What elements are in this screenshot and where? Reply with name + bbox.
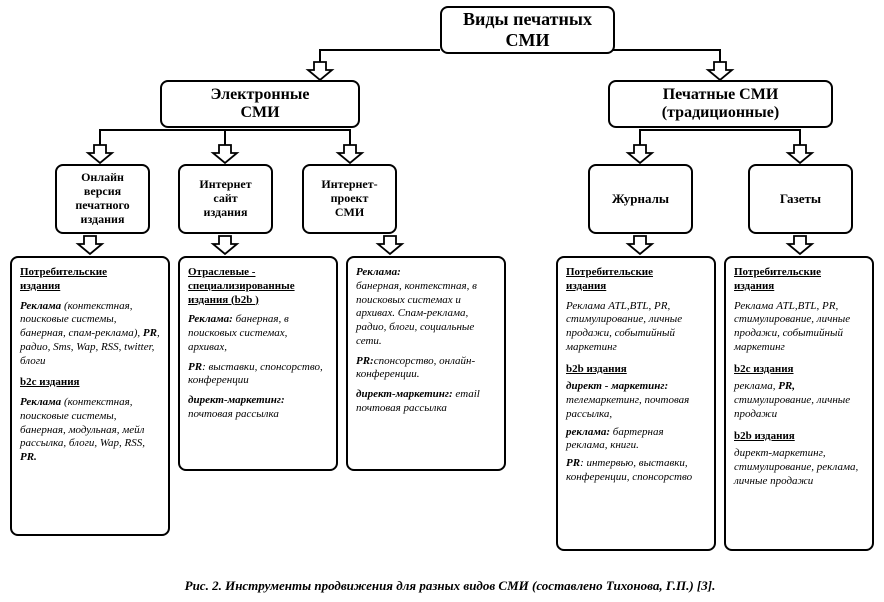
detail-b2b-specialized: Отраслевые - специализированные издания … — [178, 256, 338, 471]
leaf-journals: Журналы — [588, 164, 693, 234]
root-line2: СМИ — [448, 30, 607, 51]
branch-electronic: Электронные СМИ — [160, 80, 360, 128]
leaf-internet-site: Интернет сайт издания — [178, 164, 273, 234]
detail-journals: Потребительскиеиздания Реклама ATL,BTL, … — [556, 256, 716, 551]
leaf-internet-project: Интернет- проект СМИ — [302, 164, 397, 234]
figure-caption: Рис. 2. Инструменты продвижения для разн… — [100, 578, 800, 594]
detail-newspapers: Потребительскиеиздания Реклама ATL,BTL, … — [724, 256, 874, 551]
detail-consumer-b2c: Потребительскиеиздания Реклама (контекст… — [10, 256, 170, 536]
detail-internet-project: Реклама: банерная, контекстная, в поиско… — [346, 256, 506, 471]
root-line1: Виды печатных — [448, 9, 607, 30]
leaf-newspapers: Газеты — [748, 164, 853, 234]
branch-print: Печатные СМИ (традиционные) — [608, 80, 833, 128]
root-node: Виды печатных СМИ — [440, 6, 615, 54]
leaf-online-version: Онлайн версия печатного издания — [55, 164, 150, 234]
